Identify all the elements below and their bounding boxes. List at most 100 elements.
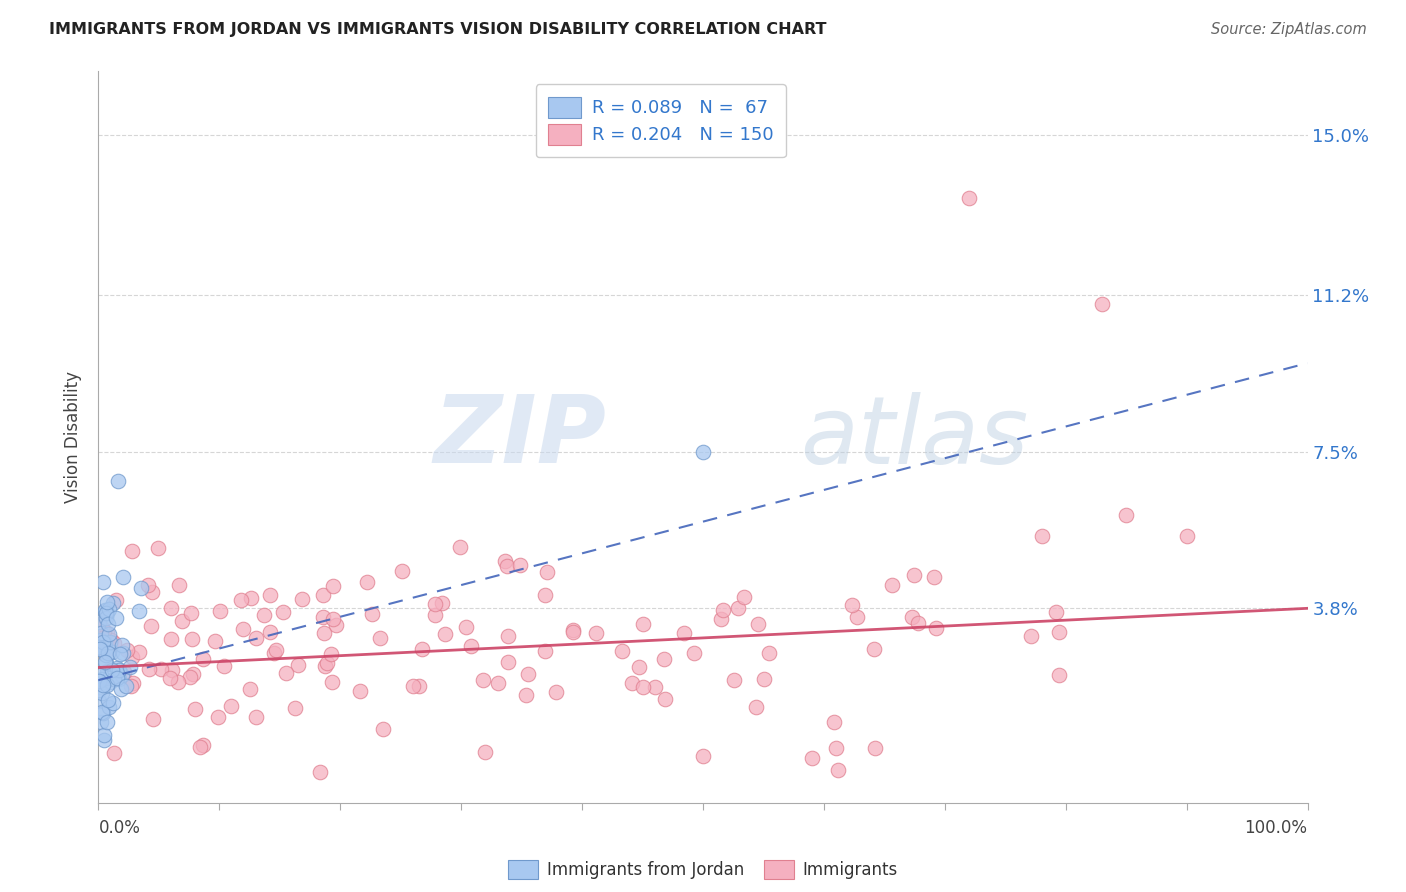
Point bbox=[711, 603, 734, 617]
Point bbox=[208, 604, 231, 618]
Point bbox=[264, 643, 287, 657]
Point bbox=[245, 710, 267, 724]
Point bbox=[93, 603, 115, 617]
Point bbox=[212, 659, 235, 673]
Point bbox=[633, 680, 655, 694]
Point bbox=[314, 658, 336, 673]
Point bbox=[752, 672, 775, 686]
Point bbox=[710, 612, 733, 626]
Point bbox=[562, 625, 585, 640]
Point bbox=[321, 647, 343, 661]
Point bbox=[96, 611, 118, 625]
Point bbox=[644, 680, 666, 694]
Point bbox=[94, 655, 117, 669]
Text: 0.0%: 0.0% bbox=[98, 819, 141, 837]
Point bbox=[1047, 624, 1070, 639]
Point bbox=[94, 603, 117, 617]
Point bbox=[136, 578, 159, 592]
Text: IMMIGRANTS FROM JORDAN VS IMMIGRANTS VISION DISABILITY CORRELATION CHART: IMMIGRANTS FROM JORDAN VS IMMIGRANTS VIS… bbox=[49, 22, 827, 37]
Point bbox=[91, 631, 114, 645]
Text: Source: ZipAtlas.com: Source: ZipAtlas.com bbox=[1211, 22, 1367, 37]
Point bbox=[160, 663, 183, 677]
Point bbox=[93, 635, 115, 649]
Point bbox=[692, 749, 714, 764]
Point bbox=[271, 605, 294, 619]
Point bbox=[98, 635, 121, 649]
Point bbox=[349, 684, 371, 698]
Point bbox=[97, 664, 120, 678]
Point bbox=[172, 614, 194, 628]
Point bbox=[204, 633, 226, 648]
Point bbox=[533, 588, 555, 602]
Point bbox=[159, 671, 181, 685]
Point bbox=[100, 663, 122, 677]
Point bbox=[141, 585, 163, 599]
Point bbox=[863, 641, 886, 656]
Point bbox=[181, 632, 204, 646]
Text: 100.0%: 100.0% bbox=[1244, 819, 1308, 837]
Point bbox=[692, 445, 714, 459]
Point bbox=[1045, 605, 1067, 619]
Point bbox=[682, 646, 704, 660]
Point bbox=[96, 665, 118, 679]
Point bbox=[183, 667, 205, 681]
Point bbox=[240, 591, 263, 605]
Point bbox=[179, 670, 201, 684]
Point bbox=[120, 679, 142, 693]
Point bbox=[105, 671, 128, 685]
Point bbox=[112, 665, 135, 679]
Point bbox=[97, 693, 120, 707]
Point bbox=[108, 664, 131, 678]
Point bbox=[89, 642, 111, 657]
Point bbox=[142, 713, 165, 727]
Point bbox=[515, 688, 537, 702]
Point bbox=[496, 629, 519, 643]
Point bbox=[98, 671, 121, 685]
Point bbox=[96, 678, 118, 692]
Point bbox=[239, 682, 262, 697]
Point bbox=[93, 678, 115, 692]
Point bbox=[495, 558, 517, 573]
Point bbox=[100, 641, 122, 656]
Point bbox=[98, 627, 121, 641]
Point bbox=[534, 644, 557, 658]
Point bbox=[93, 641, 115, 656]
Point bbox=[312, 588, 335, 602]
Point bbox=[356, 574, 378, 589]
Point bbox=[284, 701, 307, 715]
Point bbox=[758, 646, 780, 660]
Point bbox=[562, 623, 585, 637]
Point bbox=[93, 733, 115, 747]
Point bbox=[1175, 529, 1198, 543]
Point bbox=[90, 626, 112, 640]
Point bbox=[107, 475, 129, 489]
Point bbox=[98, 602, 121, 616]
Point bbox=[494, 554, 516, 568]
Point bbox=[110, 647, 132, 661]
Point bbox=[103, 672, 125, 686]
Point bbox=[146, 541, 169, 556]
Point bbox=[585, 626, 607, 640]
Point bbox=[101, 596, 124, 610]
Point bbox=[97, 646, 120, 660]
Point bbox=[107, 673, 129, 687]
Point bbox=[308, 764, 330, 779]
Point bbox=[91, 574, 114, 589]
Point bbox=[903, 568, 925, 582]
Point bbox=[94, 648, 117, 662]
Point bbox=[425, 597, 447, 611]
Point bbox=[654, 652, 676, 666]
Point bbox=[321, 675, 343, 690]
Point bbox=[105, 661, 128, 675]
Point bbox=[1047, 668, 1070, 682]
Point bbox=[96, 626, 118, 640]
Point bbox=[1031, 529, 1053, 543]
Point bbox=[180, 606, 202, 620]
Point bbox=[825, 740, 848, 755]
Point bbox=[96, 715, 118, 730]
Point bbox=[823, 714, 845, 729]
Point bbox=[727, 601, 749, 615]
Point bbox=[167, 675, 190, 690]
Point bbox=[907, 615, 929, 630]
Point bbox=[105, 592, 128, 607]
